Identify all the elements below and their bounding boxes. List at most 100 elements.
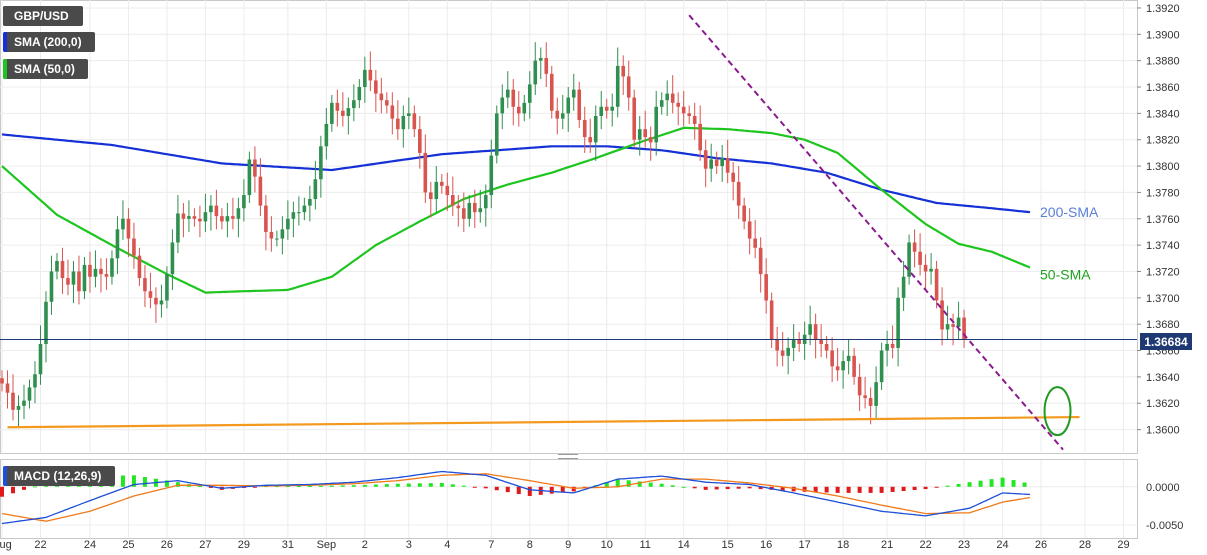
candle-body	[38, 343, 43, 375]
candle-body	[313, 179, 318, 200]
candle-body	[912, 242, 917, 252]
candle-body	[451, 195, 455, 206]
candle-body	[148, 291, 153, 298]
candle-body	[99, 268, 103, 275]
legend-swatch-symbol	[3, 6, 7, 26]
candle-body	[500, 97, 505, 114]
macd-histogram-bar	[868, 486, 873, 493]
macd-histogram-bar	[758, 486, 763, 490]
candle-body	[505, 89, 510, 98]
y-tick-label: 1.3820	[1146, 135, 1180, 147]
last-price-tag: 1.36684	[1140, 333, 1192, 350]
macd-histogram-bar	[21, 486, 26, 490]
legend-symbol[interactable]: GBP/USD	[3, 6, 83, 26]
macd-histogram-bar	[142, 477, 147, 487]
macd-histogram-bar	[780, 486, 785, 491]
candle-body	[49, 271, 54, 302]
candle-body	[434, 181, 439, 200]
candle-body	[467, 202, 472, 219]
candle-body	[659, 100, 664, 107]
candle-body	[456, 205, 461, 209]
resize-handle-icon[interactable]	[558, 454, 578, 459]
candle-body	[5, 383, 10, 393]
candle-body	[797, 340, 801, 344]
candle-body	[879, 350, 884, 383]
candle-body	[308, 199, 312, 206]
candle-body	[319, 146, 323, 180]
candle-body	[472, 202, 477, 213]
candle-body	[786, 347, 790, 356]
candle-body	[885, 343, 889, 351]
candle-body	[236, 208, 241, 219]
candle-body	[126, 218, 131, 239]
candle-body	[522, 102, 527, 114]
candle-body	[934, 268, 939, 301]
candle-body	[363, 69, 367, 88]
candle-body	[385, 100, 389, 106]
macd-histogram-bar	[747, 486, 752, 489]
support-line	[7, 415, 1080, 429]
candle-body	[588, 137, 593, 143]
macd-histogram-bar	[714, 486, 719, 490]
candle-body	[297, 212, 301, 214]
macd-histogram-bar	[428, 483, 433, 487]
candle-body	[478, 208, 483, 213]
macd-tick-label: 0.0000	[1146, 482, 1180, 494]
candle-body	[725, 158, 730, 173]
macd-histogram-bar	[824, 486, 829, 493]
x-tick-label: 24	[996, 539, 1008, 551]
candle-body	[176, 213, 180, 243]
y-tick-label: 1.3800	[1146, 161, 1180, 173]
legend-symbol-label: GBP/USD	[14, 9, 69, 23]
macd-histogram-bar	[0, 486, 4, 497]
macd-line	[1, 470, 1031, 525]
candle-body	[868, 397, 873, 406]
candle-body	[703, 150, 708, 169]
macd-histogram-bar	[406, 483, 411, 487]
candle-body	[203, 212, 208, 222]
macd-histogram-bar	[208, 486, 213, 488]
candle-body	[687, 113, 691, 116]
macd-histogram-bar	[351, 485, 356, 487]
candle-body	[423, 152, 428, 193]
candle-body	[291, 212, 296, 219]
candle-body	[461, 208, 466, 219]
candle-body	[681, 106, 686, 114]
macd-histogram-bar	[285, 486, 290, 488]
x-tick-label: 25	[122, 539, 134, 551]
macd-histogram-bar	[901, 486, 906, 491]
macd-histogram-bar	[472, 486, 477, 488]
candle-body	[187, 216, 191, 219]
macd-histogram-bar	[439, 482, 444, 487]
macd-histogram-bar	[384, 484, 389, 487]
candle-body	[55, 260, 59, 272]
candle-body	[907, 242, 911, 277]
legend-sma50[interactable]: SMA (50,0)	[3, 59, 88, 79]
x-tick-label: 27	[199, 539, 211, 551]
macd-tick-label: -0.0050	[1146, 520, 1183, 532]
candle-body	[632, 97, 637, 140]
candle-body	[560, 113, 565, 119]
macd-histogram-bar	[560, 486, 565, 493]
macd-histogram-bar	[879, 486, 884, 493]
candle-body	[830, 350, 834, 367]
candle-body	[544, 58, 549, 74]
legend-sma200[interactable]: SMA (200,0)	[3, 32, 95, 52]
candle-body	[231, 216, 235, 219]
macd-histogram-bar	[791, 486, 796, 492]
macd-signal-line	[1, 473, 1031, 522]
legend-macd[interactable]: MACD (12,26,9)	[3, 466, 115, 486]
candle-body	[962, 317, 966, 340]
candle-body	[813, 324, 818, 340]
candle-body	[775, 340, 779, 351]
candle-body	[110, 258, 114, 277]
sma50-line	[1, 126, 1031, 294]
macd-histogram-bar	[615, 479, 620, 487]
macd-histogram-bar	[725, 486, 730, 490]
macd-histogram-bar	[120, 475, 125, 487]
candle-body	[956, 317, 961, 327]
macd-pane	[0, 470, 1031, 525]
x-tick-label: 28	[1079, 539, 1091, 551]
candle-body	[44, 301, 48, 344]
